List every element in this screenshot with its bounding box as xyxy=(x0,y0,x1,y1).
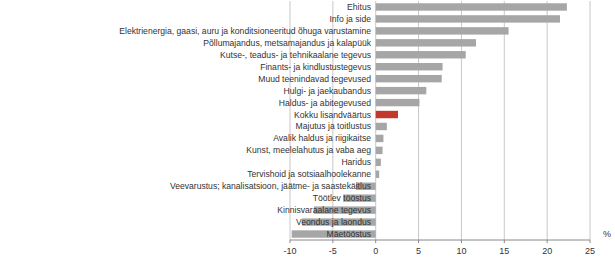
category-label: Muud teenindavad tegevused xyxy=(258,74,371,84)
category-label: Haridus xyxy=(341,157,371,167)
bar xyxy=(376,99,420,106)
bar xyxy=(376,39,476,46)
category-label: Avalik haldus ja riigikaitse xyxy=(273,133,371,143)
bar xyxy=(376,3,567,10)
category-label: Kunst, meelelahutus ja vaba aeg xyxy=(246,145,371,155)
bar xyxy=(376,171,379,178)
category-label: Mäetööstus xyxy=(327,229,371,239)
bar xyxy=(376,111,398,118)
category-label: Kokku lisandväärtus xyxy=(294,110,371,120)
grid-line xyxy=(547,1,548,240)
category-label: Elektrienergia, gaasi, auru ja konditsio… xyxy=(119,26,371,36)
category-label: Veevarustus; kanalisatsioon, jäätme- ja … xyxy=(170,181,371,191)
category-label: Töötlev tööstus xyxy=(313,193,371,203)
category-label: Põllumajandus, metsamajandus ja kalapüük xyxy=(203,38,371,48)
category-label: Kinnisvaraalane tegevus xyxy=(277,205,371,215)
grid-line xyxy=(461,1,462,240)
bar xyxy=(376,75,442,82)
category-label: Hulgi- ja jaekaubandus xyxy=(284,86,371,96)
category-label: Ehitus xyxy=(347,2,371,12)
bar xyxy=(376,51,466,58)
category-label: Veondus ja laondus xyxy=(296,217,371,227)
tick-label: 5 xyxy=(416,246,421,256)
grid-line xyxy=(504,1,505,240)
grid-line xyxy=(590,1,591,240)
tick-label: 25 xyxy=(585,246,595,256)
bar xyxy=(376,27,509,34)
bar xyxy=(376,147,383,154)
category-label: Info ja side xyxy=(329,14,371,24)
tick-label: 0 xyxy=(373,246,378,256)
bar xyxy=(376,15,560,22)
bar xyxy=(376,123,387,130)
axis-label: % xyxy=(603,229,611,239)
category-label: Kutse-, teadus- ja tehnikaalane tegevus xyxy=(220,50,371,60)
tick-label: -10 xyxy=(283,246,296,256)
category-label: Majutus ja toitlustus xyxy=(296,121,371,131)
bar xyxy=(376,63,443,70)
bar xyxy=(376,87,427,94)
grid-line xyxy=(418,1,419,240)
x-axis xyxy=(290,240,590,241)
bar xyxy=(376,135,384,142)
chart: -10 -5 0 5 10 15 20 25 Ehitus Info ja side Elektri… xyxy=(0,0,615,258)
category-label: Finants- ja kindlustustegevus xyxy=(260,62,371,72)
tick-label: 15 xyxy=(499,246,509,256)
tick-label: 10 xyxy=(456,246,466,256)
tick-label: 20 xyxy=(542,246,552,256)
category-label: Haldus- ja abitegevused xyxy=(279,98,371,108)
grid-line xyxy=(375,1,376,240)
category-label: Tervishoid ja sotsiaalhoolekanne xyxy=(247,169,371,179)
bar xyxy=(376,159,381,166)
tick-label: -5 xyxy=(329,246,337,256)
